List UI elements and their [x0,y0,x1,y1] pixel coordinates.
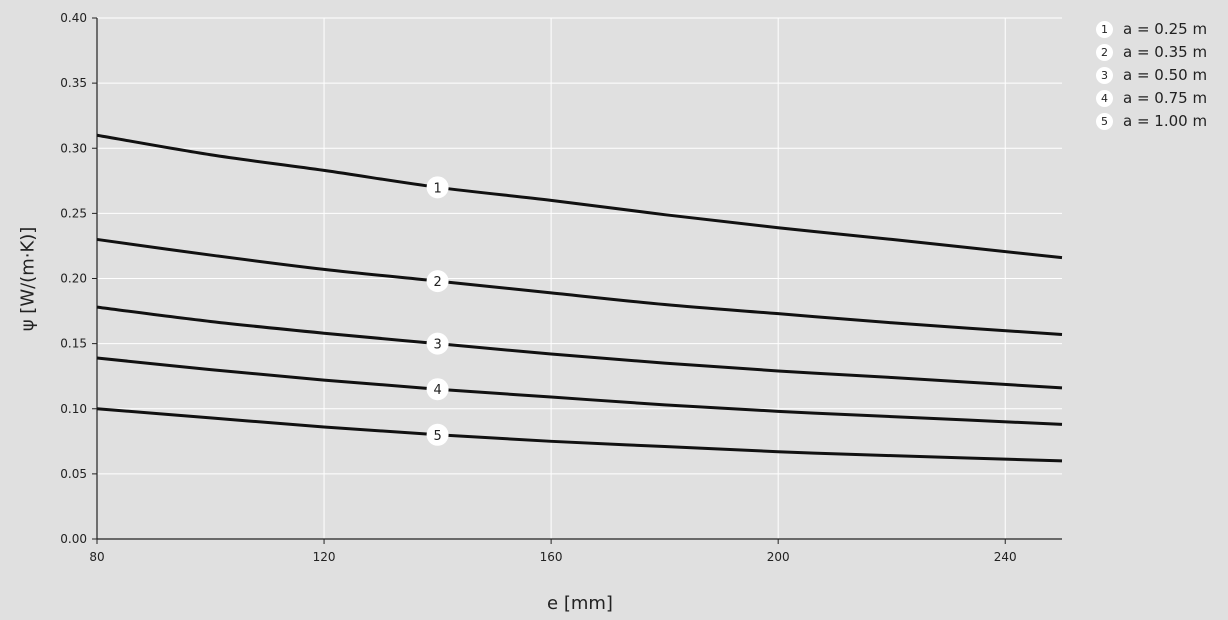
legend-label: a = 0.75 m [1123,89,1208,107]
y-tick-label: 0.00 [60,532,87,546]
y-tick-label: 0.10 [60,402,87,416]
series-marker-2 [426,270,449,293]
series-marker-1 [426,176,449,199]
x-tick-label: 240 [994,550,1017,564]
series-line-2 [96,237,1063,337]
legend-item: 4 a = 0.75 m [1096,87,1207,109]
legend-badge: 3 [1096,66,1113,84]
x-axis-label: e [mm] [547,593,613,614]
legend-item: 5 a = 1.00 m [1096,110,1207,132]
y-tick-label: 0.25 [60,206,87,220]
legend-badge: 4 [1096,89,1113,107]
y-axis-label: ψ [W/(m·K)] [17,226,39,332]
y-tick-label: 0.40 [60,11,87,25]
y-tick-label: 0.20 [60,272,87,286]
x-tick-label: 120 [313,550,336,564]
series-lines [96,133,1063,463]
x-tick-label: 200 [767,550,790,564]
series-line-3 [96,305,1063,390]
legend-label: a = 1.00 m [1123,112,1208,130]
series-marker-3 [426,332,449,355]
series-line-5 [96,407,1063,463]
y-tick-label: 0.30 [60,141,87,155]
legend-item: 1 a = 0.25 m [1096,18,1207,40]
series-marker-label: 5 [433,429,441,444]
legend-label: a = 0.25 m [1123,20,1208,38]
series-marker-5 [426,423,449,446]
legend-label: a = 0.35 m [1123,43,1208,61]
series-line-4 [96,356,1063,426]
series-marker-label: 1 [433,181,441,196]
x-tick-label: 160 [540,550,563,564]
y-tick-label: 0.05 [60,467,87,481]
series-marker-label: 4 [433,383,441,398]
series-marker-4 [426,378,449,401]
x-tick-label: 80 [89,550,104,564]
series-marker-label: 3 [433,338,441,353]
legend-item: 3 a = 0.50 m [1096,64,1207,86]
series-marker-label: 2 [433,275,441,290]
series-markers: 1 2 3 4 5 [426,176,449,446]
y-tick-label: 0.15 [60,337,87,351]
series-line-1 [96,133,1063,260]
legend-badge: 2 [1096,43,1113,61]
y-tick-label: 0.35 [60,76,87,90]
legend: 1 a = 0.25 m 2 a = 0.35 m 3 a = 0.50 m 4 a = 0.… [1096,18,1207,133]
grid [97,17,1062,540]
legend-item: 2 a = 0.35 m [1096,41,1207,63]
legend-badge: 1 [1096,20,1113,38]
legend-badge: 5 [1096,112,1113,130]
legend-label: a = 0.50 m [1123,66,1208,84]
